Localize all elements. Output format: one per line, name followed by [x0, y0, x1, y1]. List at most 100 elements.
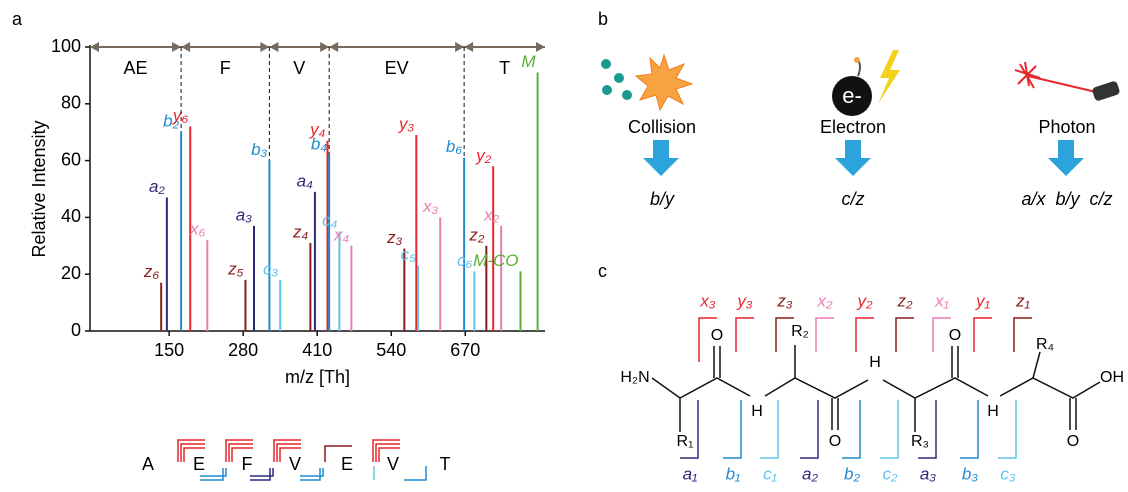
- atom: R₂: [791, 323, 809, 340]
- method: Collision: [628, 117, 696, 137]
- arrow-head: [269, 42, 278, 52]
- fragment-label: x₁: [934, 291, 949, 310]
- peak-label: z₅: [227, 259, 244, 278]
- x-tick-label: 280: [228, 340, 258, 360]
- atom: R₃: [911, 433, 929, 450]
- x-axis-title: m/z [Th]: [285, 367, 350, 387]
- peak-label: c₅: [401, 245, 417, 264]
- arrow-head: [260, 42, 269, 52]
- method: Electron: [820, 117, 886, 137]
- fragment-bracket: [856, 318, 874, 352]
- y-tick-label: 20: [61, 263, 81, 283]
- atom: H₂N: [620, 369, 649, 386]
- arrow-head: [536, 42, 545, 52]
- atom: H: [751, 403, 763, 420]
- peak-label: x₆: [189, 220, 206, 239]
- panel-label: b: [598, 9, 608, 29]
- residue: E: [193, 454, 205, 474]
- segment-label: T: [499, 58, 510, 78]
- ion-types: b/y: [650, 189, 675, 209]
- peak-label: c₆: [457, 251, 473, 270]
- fragment-label: y₂: [857, 291, 874, 310]
- peak-label: b₃: [251, 140, 267, 159]
- fragment-bracket: [960, 400, 978, 458]
- atom: O: [949, 327, 961, 344]
- photon-icon: [1015, 62, 1121, 102]
- method: Photon: [1038, 117, 1095, 137]
- x-tick-label: 540: [376, 340, 406, 360]
- atom: O: [829, 433, 841, 450]
- y-tick-label: 40: [61, 206, 81, 226]
- peak-label: c₃: [263, 259, 279, 278]
- fragment-bracket: [896, 318, 914, 352]
- peak-label: z₂: [468, 225, 485, 244]
- residue: E: [341, 454, 353, 474]
- residue: V: [289, 454, 301, 474]
- fragment-bracket: [736, 318, 754, 352]
- atom: H: [987, 403, 999, 420]
- peak-label: a₄: [297, 171, 313, 190]
- fragment-bracket: [842, 400, 860, 458]
- peak-label: x₃: [422, 197, 439, 216]
- fragment-label: a₃: [920, 464, 936, 483]
- fragment-label: y₁: [975, 291, 990, 310]
- arrow-head: [320, 42, 329, 52]
- atom: R₄: [1036, 336, 1054, 353]
- peak-label: M-CO: [473, 251, 518, 270]
- peak-label: z₆: [143, 262, 160, 281]
- segment-label: F: [220, 58, 231, 78]
- x-tick-label: 410: [302, 340, 332, 360]
- fragment-label: b₂: [844, 464, 860, 483]
- y-tick-label: 80: [61, 93, 81, 113]
- segment-label: AE: [124, 58, 148, 78]
- y-tick-label: 60: [61, 149, 81, 169]
- peak-label: a₃: [236, 205, 252, 224]
- fragment-bracket: [998, 400, 1016, 458]
- panel-label: a: [12, 9, 23, 29]
- panel-label: c: [598, 261, 607, 281]
- arrows: [643, 140, 1084, 176]
- arrow-head: [329, 42, 338, 52]
- segment-label: EV: [385, 58, 409, 78]
- arrow-head: [464, 42, 473, 52]
- fragment-label: c₁: [763, 464, 777, 483]
- fragment-label: x₂: [817, 291, 834, 310]
- fragment-bracket: [816, 318, 834, 352]
- peak-label: y₂: [475, 146, 492, 165]
- electron-symbol: e-: [842, 83, 862, 108]
- peak-label: y₃: [398, 115, 415, 134]
- arrow-head: [90, 42, 99, 52]
- peak-label: b₄: [311, 134, 327, 153]
- residue: A: [142, 454, 154, 474]
- x-tick-label: 150: [154, 340, 184, 360]
- ion-types: a/x b/y c/z: [1021, 189, 1112, 209]
- fragment-label: c₂: [883, 464, 899, 483]
- y-axis-title: Relative Intensity: [29, 120, 49, 257]
- peak-label: M: [521, 52, 536, 71]
- figure: a b c e- Collision Electron Photon b/y c…: [0, 0, 1128, 487]
- y-tick-label: 0: [71, 320, 81, 340]
- residue: T: [440, 454, 451, 474]
- collision-icon: [601, 55, 692, 110]
- fragment-bracket: [800, 400, 818, 458]
- fragment-bracket: [1014, 318, 1032, 352]
- atom: H: [869, 354, 881, 371]
- fragment-bracket: [723, 400, 741, 458]
- segment-label: V: [293, 58, 305, 78]
- fragment-label: x₃: [699, 291, 716, 310]
- fragment-label: y₃: [736, 291, 753, 310]
- fragment-label: c₃: [1000, 464, 1016, 483]
- peak-label: y₆: [172, 106, 189, 125]
- peak-label: b₆: [446, 137, 462, 156]
- arrow-head: [455, 42, 464, 52]
- fragment-label: a₂: [802, 464, 818, 483]
- peak-label: z₄: [292, 222, 309, 241]
- fragment-label: b₃: [962, 464, 978, 483]
- fragment-label: z₂: [897, 291, 914, 310]
- x-tick-label: 670: [450, 340, 480, 360]
- fragment-label: a₁: [683, 464, 698, 483]
- fragment-bracket: [974, 318, 992, 352]
- fragment-label: z₃: [776, 291, 793, 310]
- peak-label: x₂: [483, 205, 500, 224]
- atom: OH: [1100, 369, 1124, 386]
